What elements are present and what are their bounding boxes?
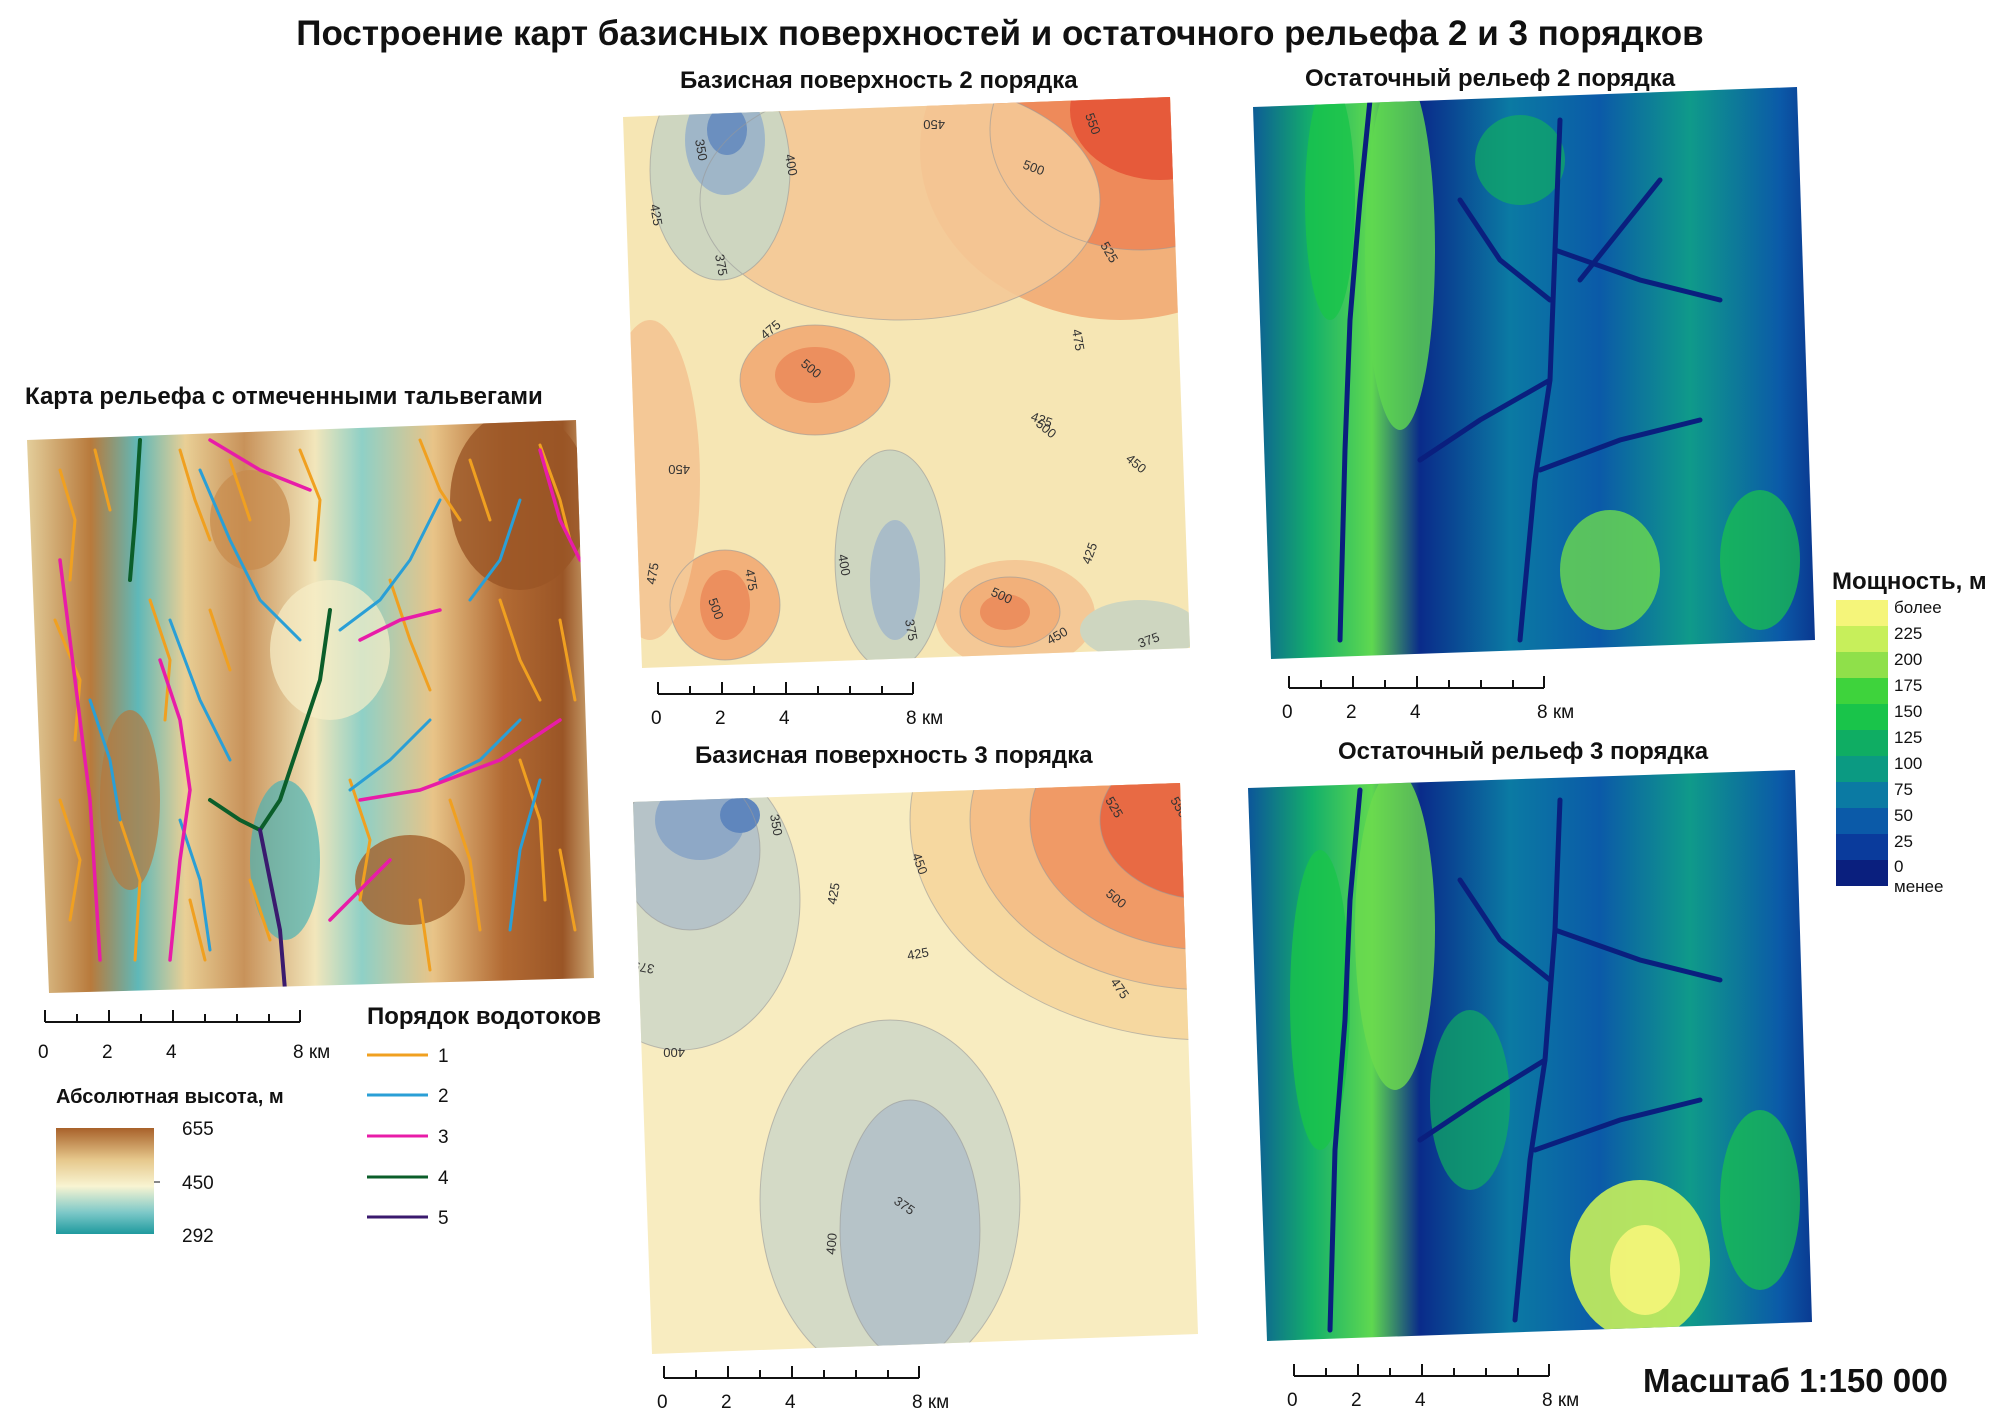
stream-legend-label: 5: [438, 1208, 449, 1229]
svg-text:0: 0: [1894, 857, 1903, 876]
scalebar-base2: [658, 682, 913, 694]
contour-label: 450: [923, 117, 945, 132]
svg-text:4: 4: [785, 1392, 796, 1413]
elevation-min: 292: [182, 1226, 214, 1247]
scalebar-resid2: [1289, 676, 1544, 688]
svg-text:125: 125: [1894, 728, 1922, 747]
svg-text:2: 2: [1346, 702, 1357, 723]
elevation-max: 655: [182, 1119, 214, 1140]
scalebar-base3-labels: 0 2 4 8 км: [657, 1392, 949, 1413]
stream-legend-label: 3: [438, 1127, 449, 1148]
contour-label: 400: [663, 1045, 685, 1060]
svg-text:25: 25: [1894, 832, 1913, 851]
svg-text:50: 50: [1894, 806, 1913, 825]
elevation-mid: 450: [182, 1173, 214, 1194]
svg-text:4: 4: [779, 708, 790, 729]
svg-text:0: 0: [1282, 702, 1293, 723]
scalebar-base2-labels: 0 2 4 8 км: [651, 708, 943, 729]
resid2-map: [1240, 70, 1840, 680]
stream-legend-label: 4: [438, 1168, 449, 1189]
scalebar-relief-labels: 0 2 4 8 км: [38, 1042, 330, 1063]
svg-text:4: 4: [166, 1042, 177, 1063]
svg-text:150: 150: [1894, 702, 1922, 721]
svg-text:175: 175: [1894, 676, 1922, 695]
svg-text:8 км: 8 км: [906, 708, 943, 729]
svg-text:0: 0: [651, 708, 662, 729]
resid3-map: [1240, 760, 1840, 1360]
contour-label: 400: [823, 1232, 840, 1255]
scalebar-relief: [45, 1010, 300, 1022]
svg-text:8 км: 8 км: [1537, 702, 1574, 723]
svg-text:0: 0: [1287, 1390, 1298, 1411]
scalebar-base3: [664, 1366, 919, 1378]
scalebar-resid2-labels: 0 2 4 8 км: [1282, 702, 1574, 723]
stream-legend-label: 1: [438, 1046, 449, 1067]
svg-text:4: 4: [1415, 1390, 1426, 1411]
svg-text:225: 225: [1894, 624, 1922, 643]
thickness-legend: более 225 200 175 150 125 100 75 50 25 0…: [1836, 598, 1943, 896]
stream-legend: 1 2 3 4 5: [367, 1046, 449, 1229]
scalebar-resid3: [1294, 1364, 1549, 1376]
svg-text:2: 2: [1351, 1390, 1362, 1411]
svg-text:8 км: 8 км: [912, 1392, 949, 1413]
thickness-bottom-label: менее: [1894, 877, 1943, 896]
relief-map: [20, 410, 610, 1010]
svg-text:75: 75: [1894, 780, 1913, 799]
svg-text:0: 0: [38, 1042, 49, 1063]
scalebar-resid3-labels: 0 2 4 8 км: [1287, 1390, 1579, 1411]
svg-text:2: 2: [102, 1042, 113, 1063]
svg-text:0: 0: [657, 1392, 668, 1413]
svg-text:200: 200: [1894, 650, 1922, 669]
thickness-top-label: более: [1894, 598, 1942, 617]
svg-text:2: 2: [715, 708, 726, 729]
stream-legend-label: 2: [438, 1086, 449, 1107]
base2-map: 350 400 450 425 375 475 500 550 500 525 …: [600, 0, 1320, 690]
elevation-legend: 655 450 292: [56, 1119, 214, 1247]
svg-text:100: 100: [1894, 754, 1922, 773]
svg-text:8 км: 8 км: [1542, 1390, 1579, 1411]
svg-text:2: 2: [721, 1392, 732, 1413]
svg-text:8 км: 8 км: [293, 1042, 330, 1063]
contour-label: 450: [668, 462, 690, 477]
svg-text:4: 4: [1410, 702, 1421, 723]
